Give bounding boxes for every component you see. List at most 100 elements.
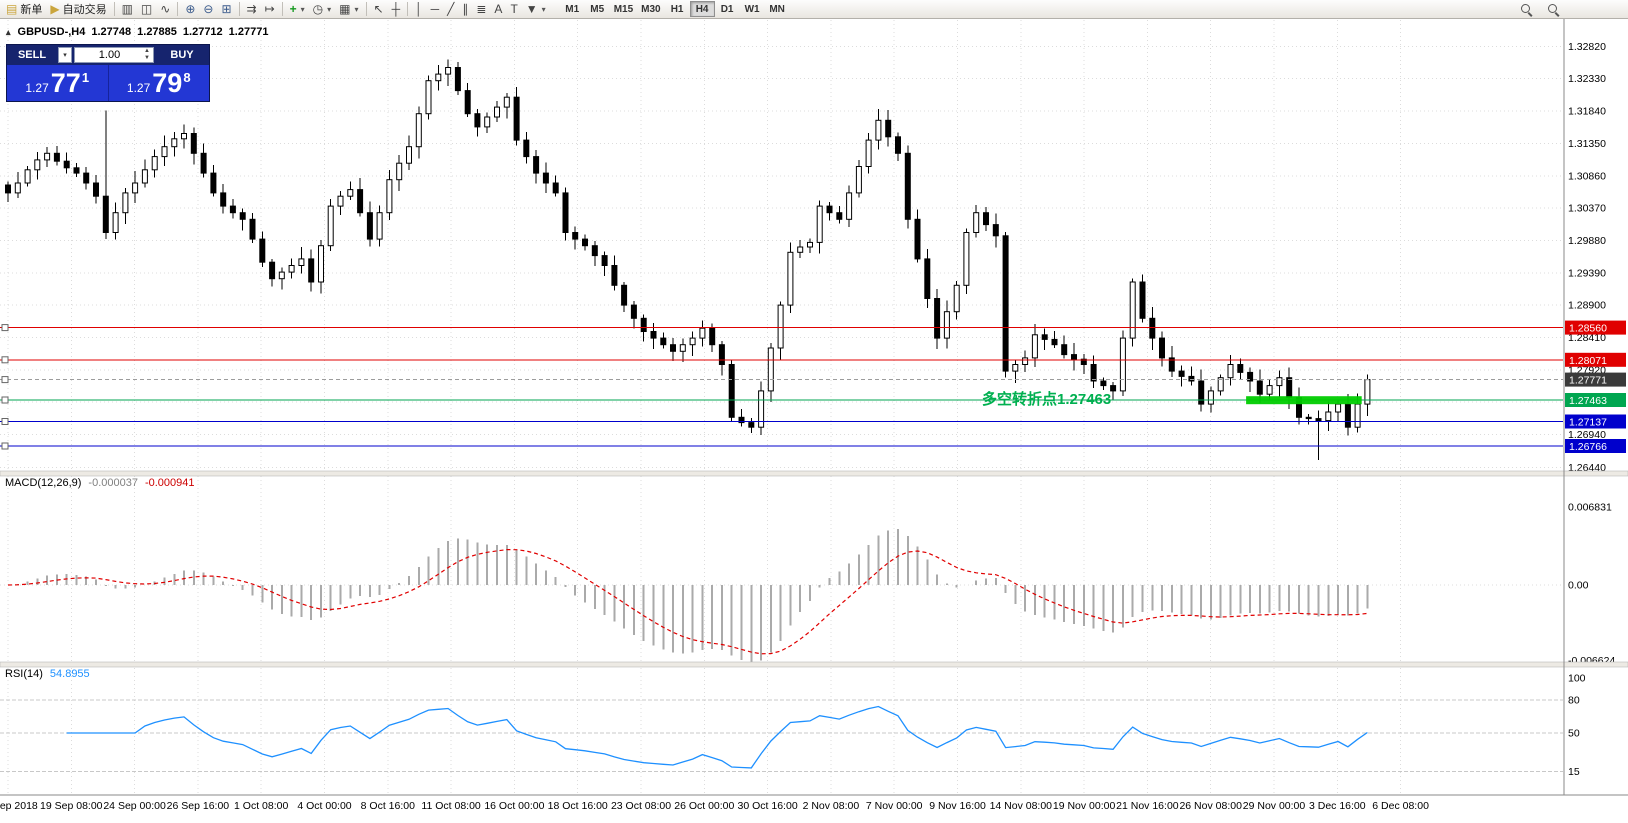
price-tick-label[interactable]: 1.28410 (1568, 332, 1606, 344)
volume-spinner[interactable]: ▲ ▼ (142, 48, 152, 62)
time-axis-label[interactable]: 6 Dec 08:00 (1372, 800, 1429, 812)
symbol-search-button[interactable] (1543, 1, 1564, 18)
time-axis-label[interactable]: 14 Sep 2018 (0, 800, 38, 812)
line-chart-button[interactable]: ∿ (156, 1, 174, 18)
chart-shift-button[interactable]: ↦ (261, 1, 279, 18)
macd-scale-label[interactable]: 0.00 (1568, 580, 1589, 592)
timeframe-m5-button[interactable]: M5 (585, 1, 610, 17)
time-axis-label[interactable]: 19 Nov 00:00 (1053, 800, 1116, 812)
channel-button[interactable]: ∥ (458, 1, 472, 18)
price-tick-label[interactable]: 1.31840 (1568, 106, 1606, 118)
time-axis-label[interactable]: 18 Oct 16:00 (548, 800, 608, 812)
tile-windows-icon: ⊞ (221, 2, 232, 16)
line-anchor-handle[interactable] (1, 442, 9, 450)
sell-price[interactable]: 1.27 77 1 (7, 65, 109, 101)
buy-button[interactable]: BUY (155, 45, 209, 65)
timeframe-w1-button[interactable]: W1 (740, 1, 765, 17)
crosshair-button[interactable]: ┼ (388, 1, 405, 18)
support-zone-rectangle[interactable] (1246, 396, 1362, 405)
search-button[interactable] (1516, 1, 1537, 18)
new-order-button[interactable]: ▤ 新单 (2, 1, 46, 18)
zoom-in-button[interactable]: ⊕ (181, 1, 199, 18)
trendline-button[interactable]: ╱ (443, 1, 458, 18)
horizontal-line-button[interactable]: ─ (427, 1, 444, 18)
time-axis-label[interactable]: 14 Nov 08:00 (990, 800, 1053, 812)
timeframe-m30-button[interactable]: M30 (637, 1, 664, 17)
timeframe-d1-button[interactable]: D1 (715, 1, 740, 17)
panel-divider[interactable] (0, 661, 1628, 668)
time-axis-label[interactable]: 7 Nov 00:00 (866, 800, 923, 812)
time-axis-label[interactable]: 16 Oct 00:00 (484, 800, 544, 812)
time-axis-label[interactable]: 23 Oct 08:00 (611, 800, 671, 812)
candlestick-button[interactable]: ◫ (137, 1, 156, 18)
order-type-dropdown[interactable]: ▾ (58, 47, 72, 63)
line-anchor-handle[interactable] (1, 418, 9, 425)
cursor-button[interactable]: ↖ (370, 1, 388, 18)
rsi-scale-label[interactable]: 50 (1568, 728, 1580, 740)
time-axis-label[interactable]: 26 Nov 08:00 (1179, 800, 1242, 812)
time-axis-label[interactable]: 26 Sep 16:00 (167, 800, 230, 812)
timeframe-mn-button[interactable]: MN (765, 1, 790, 17)
label-button[interactable]: T (506, 1, 521, 18)
candle-body (611, 265, 618, 286)
timeframe-h4-button[interactable]: H4 (689, 1, 715, 17)
time-axis-label[interactable]: 9 Nov 16:00 (929, 800, 986, 812)
price-tick-label[interactable]: 1.29880 (1568, 235, 1606, 247)
time-axis-label[interactable]: 1 Oct 08:00 (234, 800, 288, 812)
rsi-scale-label[interactable]: 100 (1568, 673, 1586, 685)
line-anchor-handle[interactable] (1, 376, 9, 384)
zoom-out-button[interactable]: ⊖ (199, 1, 217, 18)
time-axis-label[interactable]: 30 Oct 16:00 (738, 800, 798, 812)
turning-point-annotation[interactable]: 多空转折点1.27463 (982, 391, 1112, 408)
time-axis-label[interactable]: 26 Oct 00:00 (674, 800, 734, 812)
price-tick-label[interactable]: 1.32330 (1568, 73, 1606, 85)
candle-body (24, 169, 31, 184)
search-icon (1520, 3, 1533, 16)
price-tick-label[interactable]: 1.30370 (1568, 203, 1606, 215)
timeframe-m15-button[interactable]: M15 (610, 1, 637, 17)
collapse-arrow-icon[interactable]: ▴ (6, 26, 11, 37)
rsi-scale-label[interactable]: 15 (1568, 766, 1580, 778)
rsi-scale-label[interactable]: 80 (1568, 695, 1580, 707)
line-anchor-handle[interactable] (1, 356, 9, 364)
time-axis-label[interactable]: 19 Sep 08:00 (40, 800, 103, 812)
price-tick-label[interactable]: 1.26940 (1568, 429, 1606, 441)
time-axis-label[interactable]: 2 Nov 08:00 (803, 800, 860, 812)
time-axis-label[interactable]: 8 Oct 16:00 (361, 800, 415, 812)
arrows-button[interactable]: ▼ ▾ (522, 1, 550, 18)
timeframe-m1-button[interactable]: M1 (560, 1, 585, 17)
tile-windows-button[interactable]: ⊞ (217, 1, 235, 18)
price-tick-label[interactable]: 1.29390 (1568, 267, 1606, 279)
candle-body (670, 344, 676, 352)
time-axis-label[interactable]: 4 Oct 00:00 (297, 800, 351, 812)
periods-icon: ◷ (312, 2, 324, 16)
sell-button[interactable]: SELL (7, 45, 57, 65)
chart-plot-area[interactable] (0, 20, 1628, 795)
price-tick-label[interactable]: 1.32820 (1568, 41, 1606, 53)
time-axis-label[interactable]: 21 Nov 16:00 (1116, 800, 1179, 812)
line-anchor-handle[interactable] (1, 396, 9, 404)
panel-divider[interactable] (0, 470, 1628, 477)
templates-button[interactable]: ▦ ▾ (335, 1, 362, 18)
price-tick-label[interactable]: 1.31350 (1568, 138, 1606, 150)
time-axis-label[interactable]: 11 Oct 08:00 (421, 800, 481, 812)
autotrading-button[interactable]: ▶ 自动交易 (46, 1, 110, 18)
volume-input[interactable] (75, 48, 153, 62)
price-tick-label[interactable]: 1.28900 (1568, 300, 1606, 312)
macd-scale-label[interactable]: 0.006831 (1568, 502, 1612, 514)
time-axis-label[interactable]: 29 Nov 00:00 (1243, 800, 1306, 812)
time-axis-label[interactable]: 24 Sep 00:00 (103, 800, 166, 812)
vertical-line-button[interactable]: │ (411, 1, 427, 18)
bar-chart-button[interactable]: ▥ (118, 1, 137, 18)
price-tick-label[interactable]: 1.30860 (1568, 170, 1606, 182)
periods-button[interactable]: ◷ ▾ (309, 1, 336, 18)
auto-scroll-button[interactable]: ⇉ (243, 1, 261, 18)
buy-price[interactable]: 1.27 79 8 (109, 65, 210, 101)
line-anchor-handle[interactable] (1, 324, 9, 332)
timeframe-h1-button[interactable]: H1 (665, 1, 690, 17)
text-button[interactable]: A (490, 1, 506, 18)
time-axis-label[interactable]: 3 Dec 16:00 (1309, 800, 1366, 812)
fibonacci-button[interactable]: ≣ (472, 1, 490, 18)
indicators-button[interactable]: + ▾ (286, 1, 309, 18)
